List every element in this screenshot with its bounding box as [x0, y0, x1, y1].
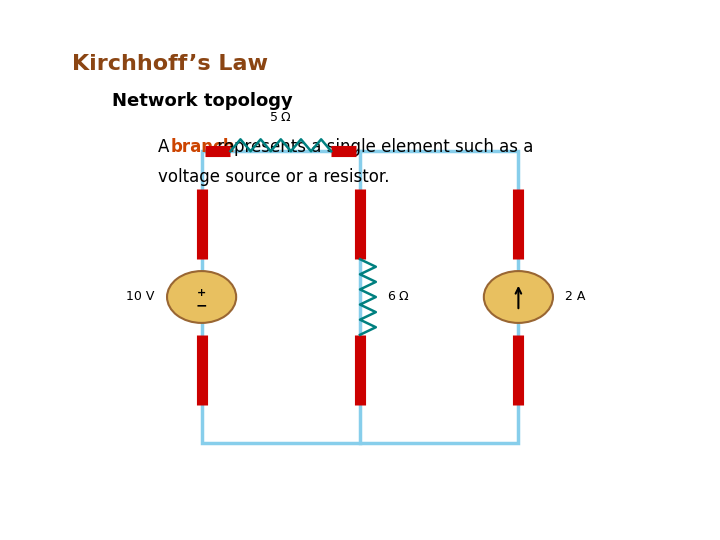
Text: Kirchhoff’s Law: Kirchhoff’s Law	[72, 54, 268, 74]
Text: +: +	[197, 288, 206, 298]
Text: 2 A: 2 A	[565, 291, 585, 303]
Text: 6 $\Omega$: 6 $\Omega$	[387, 291, 410, 303]
Text: voltage source or a resistor.: voltage source or a resistor.	[158, 168, 390, 186]
Text: Network topology: Network topology	[112, 92, 292, 110]
Text: A: A	[158, 138, 175, 156]
Text: 10 V: 10 V	[127, 291, 155, 303]
Text: −: −	[196, 299, 207, 313]
Circle shape	[167, 271, 236, 323]
Circle shape	[484, 271, 553, 323]
Text: branch: branch	[171, 138, 235, 156]
Text: represents a single element such as a: represents a single element such as a	[212, 138, 534, 156]
Text: 5 $\Omega$: 5 $\Omega$	[269, 111, 292, 124]
